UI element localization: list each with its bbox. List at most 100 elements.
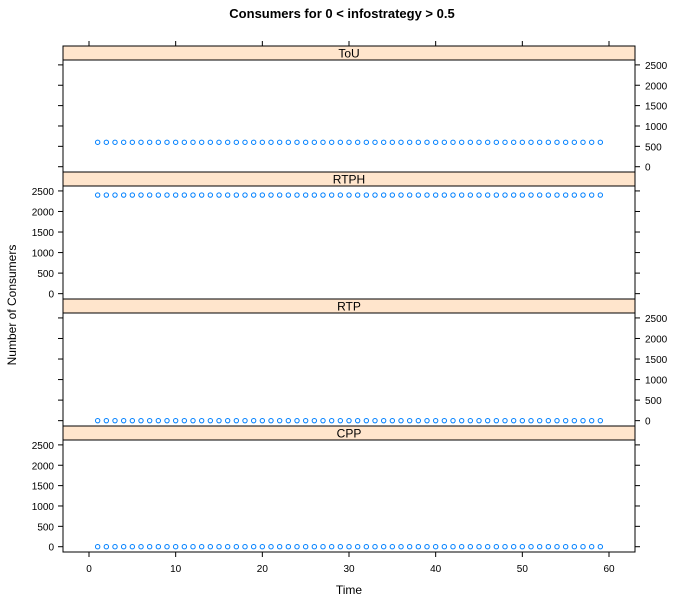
data-point bbox=[588, 544, 595, 550]
data-point bbox=[346, 544, 352, 550]
data-point bbox=[380, 417, 387, 424]
data-point bbox=[328, 192, 335, 198]
data-point bbox=[510, 544, 517, 550]
data-point bbox=[354, 192, 361, 198]
panel-frame-rtph bbox=[62, 171, 636, 300]
data-point bbox=[250, 139, 257, 145]
data-point bbox=[337, 544, 344, 550]
data-point bbox=[571, 139, 578, 145]
y-tick-label-rtp: 2000 bbox=[645, 334, 668, 345]
panel-frame-rtp bbox=[62, 298, 636, 427]
data-point bbox=[519, 544, 526, 550]
y-tick-label-rtp: 1000 bbox=[645, 376, 668, 387]
data-point bbox=[372, 544, 378, 550]
y-axis-label: Number of Consumers bbox=[5, 245, 19, 366]
data-point bbox=[519, 139, 526, 145]
data-point bbox=[346, 139, 352, 145]
data-point bbox=[207, 544, 214, 550]
data-point bbox=[476, 139, 482, 145]
data-point bbox=[302, 139, 309, 145]
data-point bbox=[285, 139, 292, 145]
data-point bbox=[502, 139, 508, 145]
y-tick-label-tou: 500 bbox=[645, 142, 662, 153]
data-point bbox=[268, 544, 274, 550]
data-point bbox=[467, 417, 474, 424]
data-point bbox=[580, 544, 586, 550]
data-point bbox=[328, 139, 335, 145]
data-point bbox=[337, 417, 344, 424]
data-point bbox=[597, 544, 604, 550]
data-point bbox=[450, 192, 456, 198]
data-point bbox=[380, 192, 387, 198]
data-point bbox=[580, 417, 586, 424]
chart-title: Consumers for 0 < infostrategy > 0.5 bbox=[229, 6, 454, 21]
data-point bbox=[476, 544, 482, 550]
y-tick-label-rtp: 2500 bbox=[645, 314, 668, 325]
data-point bbox=[372, 417, 378, 424]
data-point bbox=[346, 417, 352, 424]
data-point bbox=[545, 192, 552, 198]
y-tick-label-rtph: 500 bbox=[37, 269, 54, 280]
data-point bbox=[588, 417, 595, 424]
data-point bbox=[458, 544, 465, 550]
data-point bbox=[242, 417, 248, 424]
data-point bbox=[155, 417, 162, 424]
data-point bbox=[484, 139, 491, 145]
data-point bbox=[597, 417, 604, 424]
data-point bbox=[406, 417, 413, 424]
data-point bbox=[597, 139, 604, 145]
x-axis-label: Time bbox=[336, 583, 363, 597]
data-point bbox=[406, 139, 413, 145]
data-point bbox=[415, 544, 422, 550]
data-point bbox=[276, 192, 283, 198]
data-point bbox=[320, 417, 326, 424]
data-point bbox=[155, 139, 162, 145]
data-point bbox=[519, 192, 526, 198]
data-point bbox=[276, 544, 283, 550]
data-point bbox=[467, 139, 474, 145]
data-point bbox=[181, 192, 188, 198]
y-tick-label-tou: 2500 bbox=[645, 61, 668, 72]
data-point bbox=[328, 417, 335, 424]
data-point bbox=[268, 192, 274, 198]
data-point bbox=[554, 139, 560, 145]
data-point bbox=[294, 544, 300, 550]
data-point bbox=[484, 192, 491, 198]
data-point bbox=[216, 192, 222, 198]
data-point bbox=[94, 417, 101, 424]
data-point bbox=[233, 417, 240, 424]
y-tick-label-rtph: 1500 bbox=[32, 228, 55, 239]
data-point bbox=[328, 544, 335, 550]
data-point bbox=[172, 417, 179, 424]
data-point bbox=[285, 417, 292, 424]
data-point bbox=[545, 417, 552, 424]
data-point bbox=[389, 139, 396, 145]
data-point bbox=[380, 139, 387, 145]
data-point bbox=[320, 192, 326, 198]
data-point bbox=[112, 417, 118, 424]
data-point bbox=[129, 544, 136, 550]
panels-group: ToU05001000150020002500RTPH0500100015002… bbox=[32, 41, 668, 575]
data-point bbox=[536, 544, 543, 550]
data-point bbox=[138, 192, 144, 198]
data-point bbox=[259, 544, 266, 550]
data-point bbox=[190, 139, 196, 145]
data-point bbox=[302, 417, 309, 424]
data-point bbox=[138, 139, 144, 145]
data-point bbox=[112, 544, 118, 550]
data-point bbox=[207, 417, 214, 424]
data-point bbox=[458, 192, 465, 198]
data-point bbox=[320, 544, 326, 550]
data-point bbox=[198, 544, 205, 550]
data-point bbox=[502, 544, 508, 550]
y-tick-label-cpp: 2500 bbox=[32, 441, 55, 452]
data-point bbox=[164, 417, 170, 424]
y-tick-label-rtph: 1000 bbox=[32, 249, 55, 260]
data-point bbox=[554, 417, 560, 424]
data-point bbox=[450, 417, 456, 424]
data-point bbox=[389, 544, 396, 550]
data-point bbox=[415, 417, 422, 424]
data-point bbox=[164, 139, 170, 145]
x-tick-label: 40 bbox=[430, 564, 442, 575]
